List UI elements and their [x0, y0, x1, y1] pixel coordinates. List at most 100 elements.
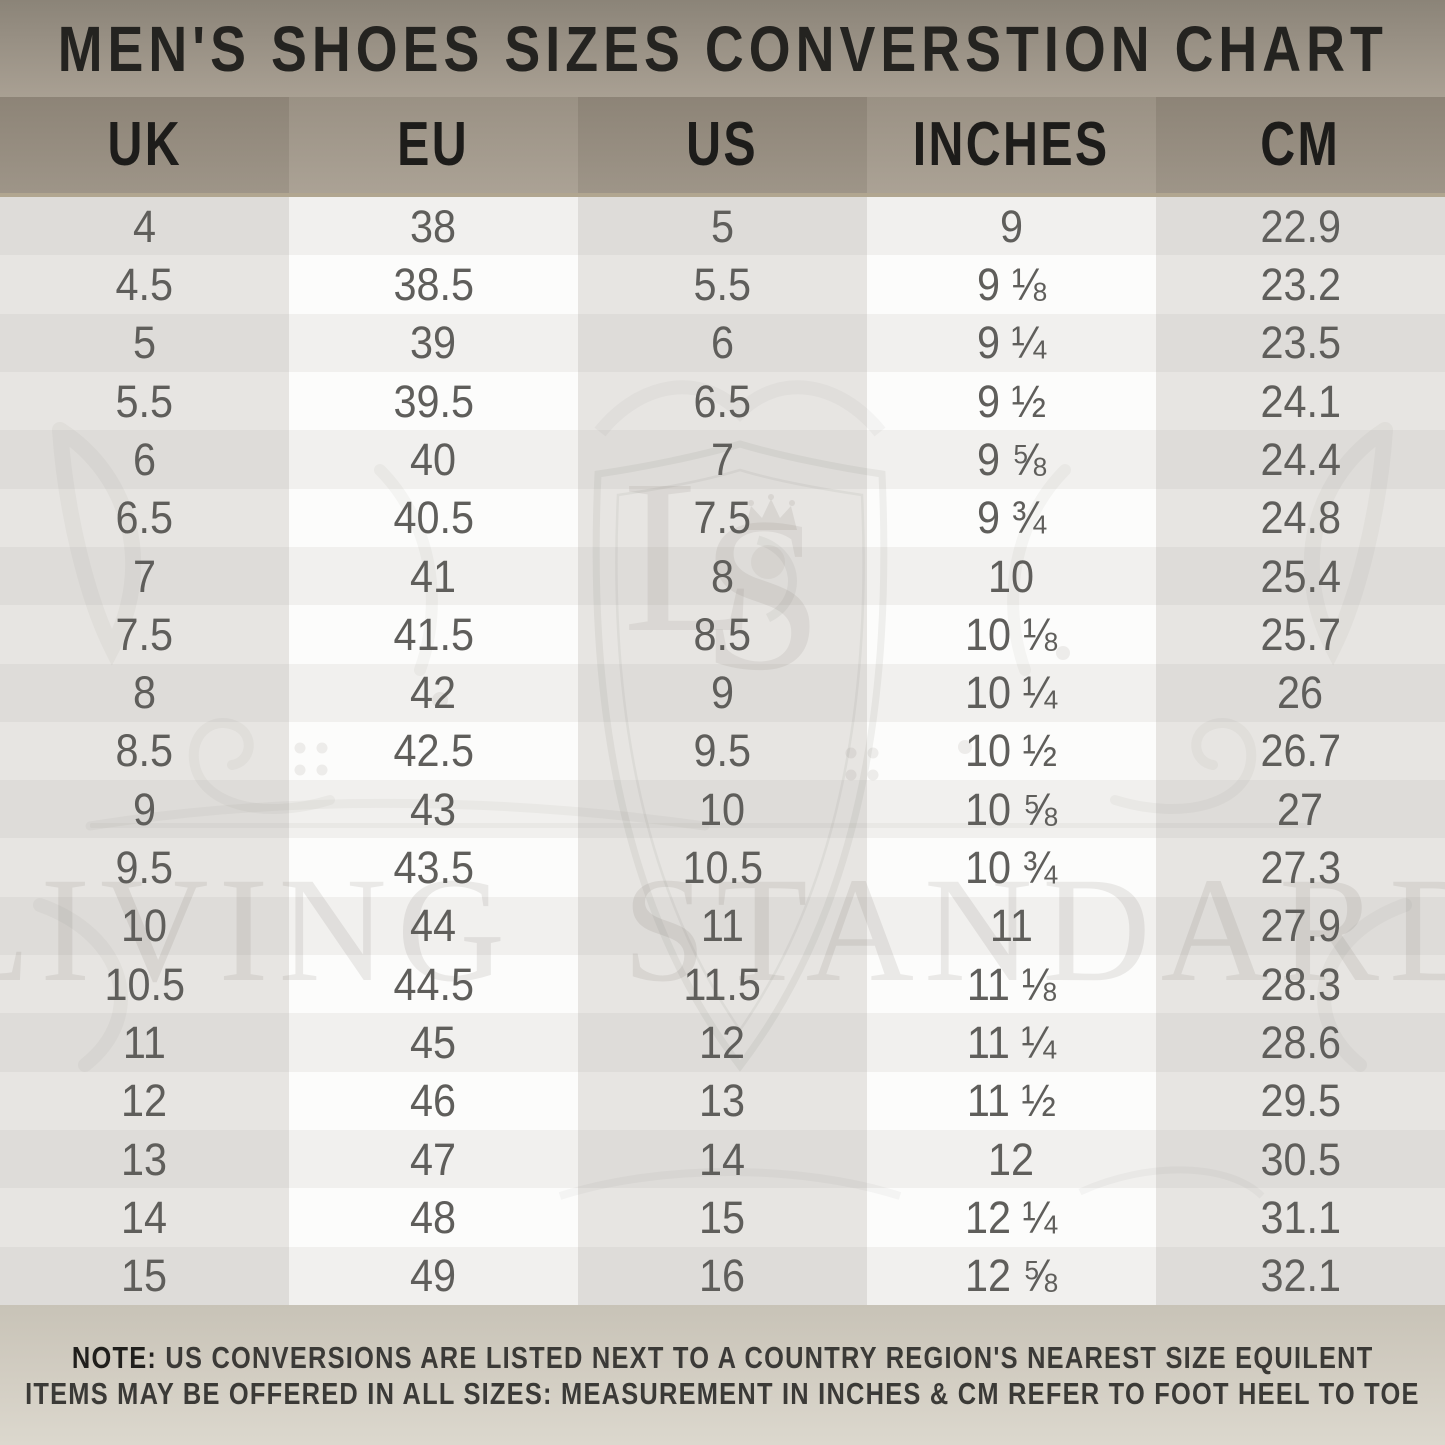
- table-cell: 25.4: [1156, 546, 1445, 606]
- cell-value: 41: [410, 550, 457, 602]
- cell-value: 48: [410, 1192, 457, 1244]
- table-cell: 11: [578, 896, 867, 956]
- title-band: MEN'S SHOES SIZES CONVERSTION CHART: [0, 0, 1445, 97]
- cell-value: 32.1: [1260, 1250, 1341, 1302]
- table-cell: 44: [289, 896, 578, 956]
- table-cell: 7.5: [0, 605, 289, 664]
- cell-value: 24.4: [1260, 433, 1341, 485]
- cell-value: 11.5: [683, 958, 762, 1010]
- cell-value: 44: [410, 900, 457, 952]
- cell-value: 25.7: [1260, 608, 1341, 660]
- cell-value: 49: [410, 1250, 457, 1302]
- cell-value: 9: [710, 667, 735, 719]
- cell-value: 6.5: [693, 375, 752, 427]
- table-cell: 49: [289, 1246, 578, 1305]
- table-cell: 30.5: [1156, 1130, 1445, 1189]
- table-cell: 10: [867, 546, 1156, 606]
- table-cell: 12: [578, 1013, 867, 1072]
- table-cell: 8: [0, 663, 289, 722]
- column-header-label: UK: [107, 110, 182, 179]
- table-cell: 6.5: [0, 488, 289, 547]
- cell-value: 12: [699, 1017, 746, 1069]
- table-cell: 15: [0, 1246, 289, 1305]
- table-cell: 14: [0, 1188, 289, 1247]
- table-cell: 10: [578, 780, 867, 839]
- cell-value: 24.1: [1260, 375, 1341, 427]
- table-header-row: UK EU US INCHES CM: [0, 97, 1445, 197]
- cell-value: 8.5: [115, 725, 174, 777]
- cell-value: 43.5: [393, 842, 474, 894]
- table-cell: 11 ¼: [867, 1013, 1156, 1072]
- table-cell: 5.5: [578, 255, 867, 314]
- table-cell: 22.9: [1156, 197, 1445, 256]
- cell-value: 27.9: [1260, 900, 1341, 952]
- column-header-cm: CM: [1156, 97, 1445, 193]
- table-cell: 40: [289, 430, 578, 489]
- table-cell: 5: [0, 313, 289, 372]
- cell-value: 44.5: [393, 958, 474, 1010]
- table-cell: 9 ¼: [867, 313, 1156, 372]
- cell-value: 10.5: [682, 842, 763, 894]
- column-header-label: CM: [1260, 110, 1341, 179]
- table-cell: 7: [0, 546, 289, 606]
- cell-value: 10 ¾: [965, 842, 1058, 894]
- table-cell: 24.8: [1156, 488, 1445, 547]
- table-cell: 13: [0, 1130, 289, 1189]
- cell-value: 10 ⅝: [965, 783, 1058, 835]
- column-header-eu: EU: [289, 97, 578, 193]
- cell-value: 39.5: [393, 375, 474, 427]
- table-cell: 5.5: [0, 371, 289, 431]
- table-cell: 11: [0, 1013, 289, 1072]
- cell-value: 9.5: [693, 725, 752, 777]
- table-cell: 10 ½: [867, 721, 1156, 781]
- cell-value: 25.4: [1260, 550, 1341, 602]
- table-cell: 14: [578, 1130, 867, 1189]
- cell-value: 9 ¾: [976, 492, 1047, 544]
- cell-value: 9 ⅛: [976, 258, 1047, 310]
- cell-value: 27.3: [1260, 842, 1341, 894]
- table-cell: 42: [289, 663, 578, 722]
- column-header-label: EU: [397, 110, 470, 179]
- cell-value: 15: [699, 1192, 746, 1244]
- cell-value: 11 ½: [966, 1075, 1057, 1127]
- table-cell: 38.5: [289, 255, 578, 314]
- table-cell: 7.5: [578, 488, 867, 547]
- cell-value: 10 ½: [965, 725, 1058, 777]
- cell-value: 31.1: [1260, 1192, 1341, 1244]
- cell-value: 10: [121, 900, 168, 952]
- cell-value: 4: [132, 200, 157, 252]
- table-cell: 24.1: [1156, 371, 1445, 431]
- cell-value: 7: [132, 550, 157, 602]
- table-cell: 10 ¾: [867, 838, 1156, 897]
- table-cell: 6: [578, 313, 867, 372]
- table-cell: 39: [289, 313, 578, 372]
- cell-value: 6: [710, 317, 735, 369]
- table-cell: 31.1: [1156, 1188, 1445, 1247]
- table-cell: 10 ⅝: [867, 780, 1156, 839]
- cell-value: 5.5: [115, 375, 174, 427]
- cell-value: 10: [988, 550, 1035, 602]
- cell-value: 12 ⅝: [965, 1250, 1058, 1302]
- table-cell: 10 ¼: [867, 663, 1156, 722]
- cell-value: 9.5: [115, 842, 174, 894]
- column-header-uk: UK: [0, 97, 289, 193]
- note-line-1-text: US CONVERSIONS ARE LISTED NEXT TO A COUN…: [165, 1339, 1374, 1375]
- cell-value: 12 ¼: [965, 1192, 1058, 1244]
- table-cell: 11 ⅛: [867, 955, 1156, 1014]
- cell-value: 9: [999, 200, 1024, 252]
- table-cell: 10.5: [578, 838, 867, 897]
- table-cell: 44.5: [289, 955, 578, 1014]
- table-cell: 8.5: [0, 721, 289, 781]
- cell-value: 16: [699, 1250, 746, 1302]
- cell-value: 30.5: [1260, 1133, 1341, 1185]
- cell-value: 23.5: [1260, 317, 1341, 369]
- table-cell: 9: [867, 197, 1156, 256]
- cell-value: 23.2: [1260, 258, 1341, 310]
- cell-value: 14: [699, 1133, 746, 1185]
- table-cell: 47: [289, 1130, 578, 1189]
- table-cell: 7: [578, 430, 867, 489]
- table-cell: 4.5: [0, 255, 289, 314]
- table-cell: 4: [0, 197, 289, 256]
- table-cell: 27.3: [1156, 838, 1445, 897]
- table-cell: 45: [289, 1013, 578, 1072]
